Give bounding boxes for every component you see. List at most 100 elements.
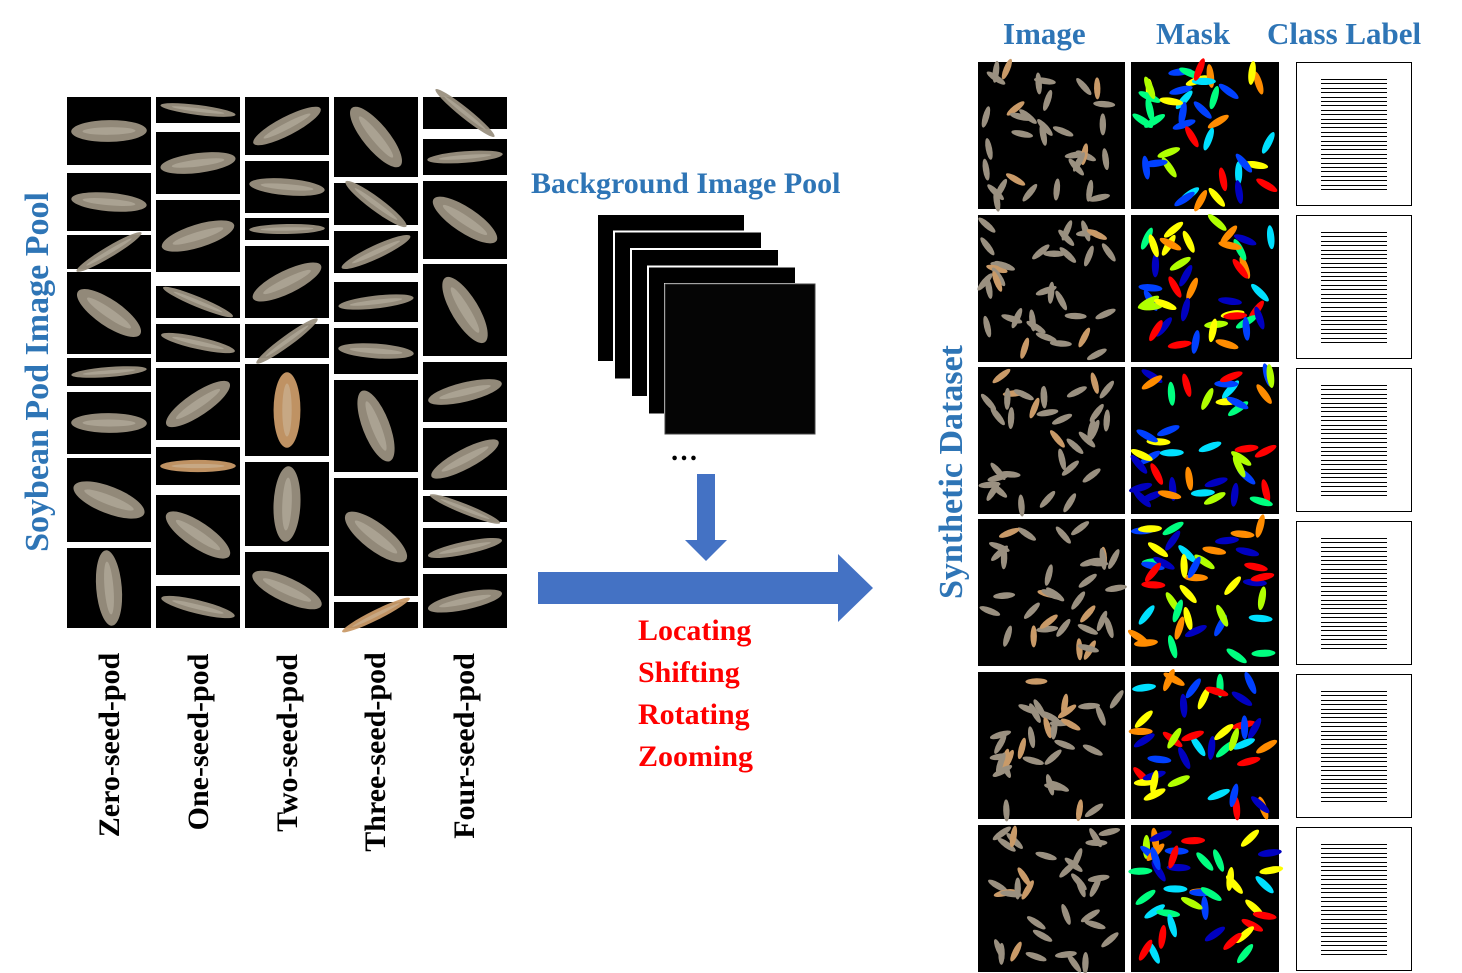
pod-highlight — [354, 520, 398, 554]
mask-instance — [1128, 867, 1153, 875]
mask-instance — [1148, 234, 1159, 258]
pod-tile — [245, 364, 329, 456]
pod-tile — [156, 447, 240, 485]
pod-shape — [341, 234, 411, 270]
mask-instance — [1159, 449, 1184, 457]
label-line — [1321, 337, 1387, 339]
synthetic-pod — [1088, 193, 1110, 202]
mask-instance — [1240, 715, 1249, 740]
mask-instance — [1201, 388, 1214, 410]
label-line — [1321, 870, 1387, 872]
pod-tile — [245, 246, 329, 318]
synthetic-pod — [1102, 148, 1110, 171]
pod-shape — [249, 178, 325, 196]
synthetic-pod — [1061, 460, 1079, 476]
label-line — [1321, 648, 1387, 649]
pod-highlight — [349, 347, 403, 355]
label-line — [1321, 87, 1387, 89]
label-line — [1321, 774, 1387, 776]
label-line — [1321, 464, 1387, 466]
pod-shape — [442, 276, 488, 344]
mask-instance — [1219, 371, 1243, 383]
pod-tile — [67, 458, 151, 542]
mask-instance — [1187, 556, 1201, 579]
mask-instance — [1174, 616, 1185, 640]
label-line — [1321, 415, 1387, 417]
pod-shape — [160, 103, 236, 117]
synthetic-pod — [1089, 403, 1104, 422]
synthetic-pod — [992, 765, 1013, 777]
synthetic-pod — [1032, 244, 1050, 260]
pod-shape — [253, 106, 321, 146]
pod-highlight — [262, 578, 312, 602]
mask-instance — [1144, 76, 1156, 99]
synthetic-pod — [1066, 438, 1084, 455]
pod-shape — [71, 192, 147, 212]
synthetic-pod — [1095, 308, 1116, 320]
mask-instance — [1136, 429, 1158, 443]
mask-instance — [1229, 783, 1239, 808]
synthetic-pod — [1009, 112, 1032, 121]
label-line — [1321, 861, 1387, 863]
mask-instance — [1167, 381, 1176, 406]
pod-shape — [357, 390, 395, 462]
label-line — [1321, 175, 1387, 177]
synthetic-pod — [1064, 312, 1087, 320]
pod-shape — [429, 494, 501, 524]
label-line — [1321, 118, 1387, 120]
synthetic-pod — [1054, 739, 1075, 750]
synthetic-pod — [1032, 929, 1053, 942]
mask-instance — [1163, 885, 1188, 893]
synthetic-pod — [989, 482, 1008, 498]
synthetic-pod — [993, 592, 1016, 599]
label-line — [1321, 123, 1387, 124]
mask-instance — [1168, 845, 1179, 869]
pod-shape — [273, 466, 301, 542]
mask-instance — [1182, 230, 1195, 253]
mask-instance — [1197, 687, 1210, 710]
synthetic-pod — [1039, 710, 1060, 723]
mask-instance — [1144, 113, 1166, 128]
synthetic-pod — [994, 734, 1007, 754]
mask-instance — [1208, 187, 1226, 207]
synthetic-pod — [1011, 130, 1033, 138]
label-line — [1321, 429, 1387, 430]
mask-instance — [1180, 297, 1190, 322]
mask-instance — [1184, 624, 1207, 638]
mask-instance — [1163, 672, 1185, 686]
synthetic-pod — [1000, 890, 1023, 898]
mask-instance — [1257, 586, 1267, 611]
label-line — [1321, 883, 1387, 885]
synthetic-pod — [1089, 419, 1100, 441]
pod-tile — [423, 428, 507, 490]
mask-instance — [1157, 490, 1182, 500]
pod-highlight — [439, 384, 491, 400]
pod-highlight — [441, 446, 489, 472]
mask-instance — [1185, 678, 1201, 699]
synthetic-pod — [1042, 89, 1053, 111]
pod-shape — [161, 332, 235, 354]
label-line — [1321, 923, 1387, 925]
label-line — [1321, 595, 1387, 597]
pod-highlight — [282, 477, 292, 531]
synthetic-pod — [1056, 618, 1071, 637]
synthetic-pod — [1094, 77, 1101, 100]
pod-shape — [161, 220, 235, 252]
mask-instance — [1207, 788, 1230, 801]
mask-instance — [1179, 264, 1193, 287]
mask-instance — [1233, 234, 1257, 246]
synthetic-pod — [1101, 243, 1116, 262]
mask-instance — [1181, 730, 1204, 742]
synthetic-pod — [1022, 183, 1038, 202]
label-line — [1321, 162, 1387, 164]
label-line — [1321, 604, 1387, 605]
mask-instance — [1244, 671, 1257, 694]
mask-instance — [1143, 159, 1168, 168]
mask-instance — [1185, 126, 1199, 148]
label-line — [1321, 621, 1387, 623]
pod-tile — [67, 232, 151, 272]
synthetic-pod — [1052, 126, 1074, 137]
mask-instance — [1235, 926, 1255, 944]
synthetic-pod — [1059, 247, 1077, 263]
mask-instance — [1256, 178, 1278, 193]
